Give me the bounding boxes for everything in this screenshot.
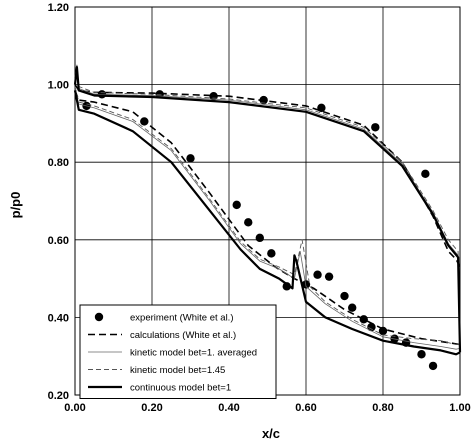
legend-marker <box>94 312 104 322</box>
series-line <box>74 88 461 350</box>
series-line <box>73 90 461 356</box>
legend-label: kinetic model bet=1.45 <box>130 365 225 376</box>
data-point <box>186 154 195 163</box>
grid <box>74 6 461 396</box>
legend-label: calculations (White et al.) <box>130 330 236 341</box>
x-tick-label: 0.20 <box>141 402 162 414</box>
y-axis-label: p/p0 <box>8 192 23 219</box>
data-point <box>244 218 253 227</box>
y-tick-label: 0.40 <box>48 312 69 324</box>
y-tick-label: 1.00 <box>48 80 69 92</box>
y-tick-label: 1.20 <box>48 2 69 14</box>
data-point <box>267 249 276 258</box>
legend-label: experiment (White et al.) <box>130 313 233 324</box>
legend-label: kinetic model bet=1. averaged <box>130 348 257 359</box>
series-layer <box>73 64 462 371</box>
data-point <box>428 361 438 371</box>
x-axis-label: x/c <box>262 426 280 441</box>
y-tick-label: 0.60 <box>48 235 69 247</box>
series-4 <box>73 66 462 356</box>
data-point <box>255 233 264 243</box>
data-point <box>340 291 349 301</box>
x-tick-label: 0.60 <box>295 402 316 414</box>
data-point <box>324 272 334 281</box>
x-tick-label: 1.00 <box>449 402 470 414</box>
legend-label: continuous model bet=1 <box>130 383 231 394</box>
x-tick-label: 0.40 <box>218 402 239 414</box>
y-tick-label: 0.20 <box>48 390 69 402</box>
data-point <box>421 169 430 179</box>
legend: experiment (White et al.) calculations (W… <box>79 304 277 399</box>
data-point <box>359 315 368 324</box>
data-point <box>282 282 291 291</box>
data-point <box>367 322 376 332</box>
data-point <box>313 270 322 279</box>
series-line <box>74 86 460 346</box>
x-tick-label: 0.00 <box>64 402 85 414</box>
data-point <box>232 200 241 210</box>
series-line <box>74 84 461 268</box>
series-line <box>73 66 462 353</box>
data-point <box>378 326 388 336</box>
data-point <box>417 350 426 359</box>
y-tick-label: 0.80 <box>48 157 69 169</box>
data-point <box>371 123 380 132</box>
tick-labels: 0.00 0.20 0.40 0.60 0.80 1.000.200.400.600.80… <box>48 2 471 414</box>
x-tick-label: 0.80 <box>372 402 393 414</box>
data-point <box>348 303 357 312</box>
